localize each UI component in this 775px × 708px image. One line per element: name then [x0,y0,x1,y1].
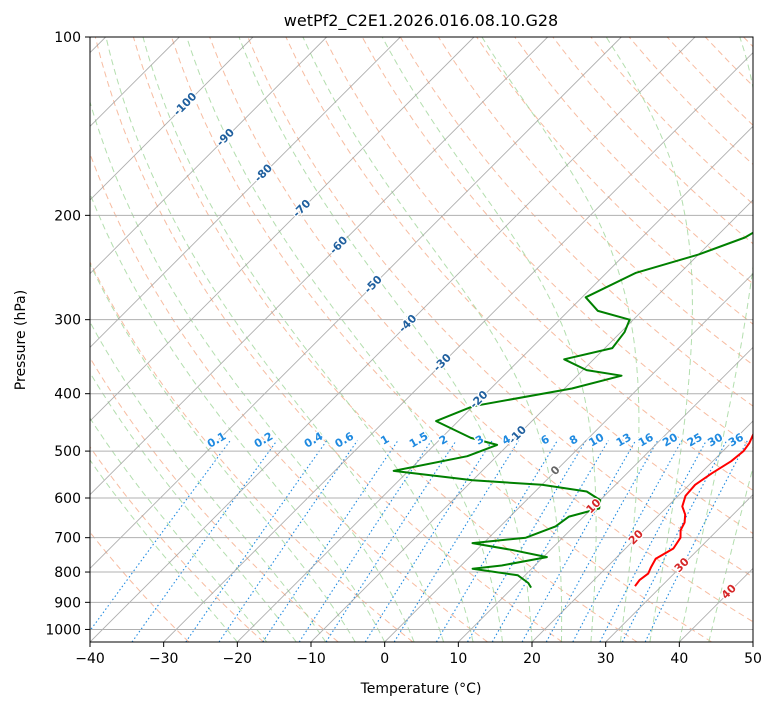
mixing-ratio-line [521,440,637,642]
profile-lines [392,231,753,589]
y-tick-label: 200 [54,208,81,224]
mixing-ratio-line [572,440,683,642]
isotherm-line [310,199,753,642]
dry-adiabat-line [132,37,638,642]
x-tick-label: −10 [296,651,326,667]
chart-title: wetPf2_C2E1.2026.016.08.10.G28 [284,11,558,31]
mixing-ratio-line [90,440,231,632]
moist-adiabat-line [90,371,297,642]
mixing-ratio-line [545,440,659,642]
y-tick-label: 800 [54,565,81,581]
x-tick-label: 40 [670,651,688,667]
mixing-ratio-line [644,440,748,642]
moist-adiabat-line [238,37,533,642]
x-tick-label: 20 [523,651,541,667]
y-tick-label: 1000 [45,622,81,638]
moist-adiabat-line [142,37,474,642]
moist-adiabat-line [678,37,753,642]
y-tick-label: 700 [54,531,81,547]
dry-adiabat-line [94,37,563,642]
x-tick-label: 0 [380,651,389,667]
moist-adiabat-line [481,37,640,642]
isotherm-line [90,37,401,348]
isotherm-line [458,346,753,642]
mixing-ratio-line [491,440,609,642]
plot-background [90,37,753,642]
y-tick-label: 500 [54,444,81,460]
y-axis-title: Pressure (hPa) [13,290,29,390]
dry-adiabat-line [285,37,753,535]
moist-adiabat-line [90,417,268,642]
moist-adiabat-line [708,465,753,642]
moist-adiabat-line [90,262,356,642]
isotherm-line [531,420,753,642]
plot-frame [89,36,754,643]
isotherm-line [90,37,254,201]
moist-adiabat-line [186,37,503,642]
isotherm-line [752,641,753,642]
dry-adiabat-line [323,37,753,491]
x-tick-label: −40 [75,651,105,667]
isotherm-line [605,494,753,642]
dry-adiabat-line [476,37,753,325]
x-tick-label: −20 [223,651,253,667]
isotherm-line [90,37,622,569]
thermo-background-lines [90,37,753,642]
x-axis: −40 −30 −20 −10 0 10 20 30 40 50 [75,642,762,667]
mixing-ratio-line [467,440,587,642]
moist-adiabat-line [90,321,327,642]
x-tick-label: 10 [449,651,467,667]
dry-adiabat-line [247,37,753,578]
mixing-ratio-line [262,440,399,642]
mixing-ratio-line [364,440,493,642]
moist-adiabat-line [90,192,386,642]
mixing-ratio-line [435,440,558,642]
y-axis: 100 200 300 400 500 600 700 800 900 1000 [45,30,90,638]
dry-adiabat-line [90,446,264,642]
y-tick-label: 400 [54,387,81,403]
x-tick-label: −30 [149,651,179,667]
dry-adiabat-line [514,37,753,285]
moist-adiabat-line [90,100,415,642]
isotherm-line [163,52,753,642]
dry-adiabat-line [90,260,414,642]
mixing-ratio-line [325,440,457,642]
mixing-ratio-line [131,440,278,642]
moist-adiabat-line [381,37,597,642]
y-tick-label: 100 [54,30,81,46]
pressure-grid [90,37,753,630]
moist-adiabat-line [90,459,238,642]
dry-adiabat-line [171,37,712,642]
mixing-ratio-line [185,440,328,642]
isotherm-line [237,125,753,642]
moist-adiabat-line [605,37,693,642]
y-tick-label: 900 [54,595,81,611]
y-tick-label: 300 [54,313,81,329]
moist-adiabat-line [105,37,445,642]
temperature-profile-line [634,432,753,587]
x-tick-label: 30 [597,651,615,667]
isotherm-line [90,37,327,275]
dry-adiabat-line [90,356,339,642]
dewpoint-profile-line [392,231,753,589]
isotherm-line [90,37,548,496]
isotherm-line [90,37,475,422]
x-tick-label: 50 [744,651,762,667]
y-tick-label: 600 [54,491,81,507]
mixing-ratio-line [298,440,432,642]
x-axis-title: Temperature (°C) [360,681,482,697]
isotherm-line [90,37,696,642]
